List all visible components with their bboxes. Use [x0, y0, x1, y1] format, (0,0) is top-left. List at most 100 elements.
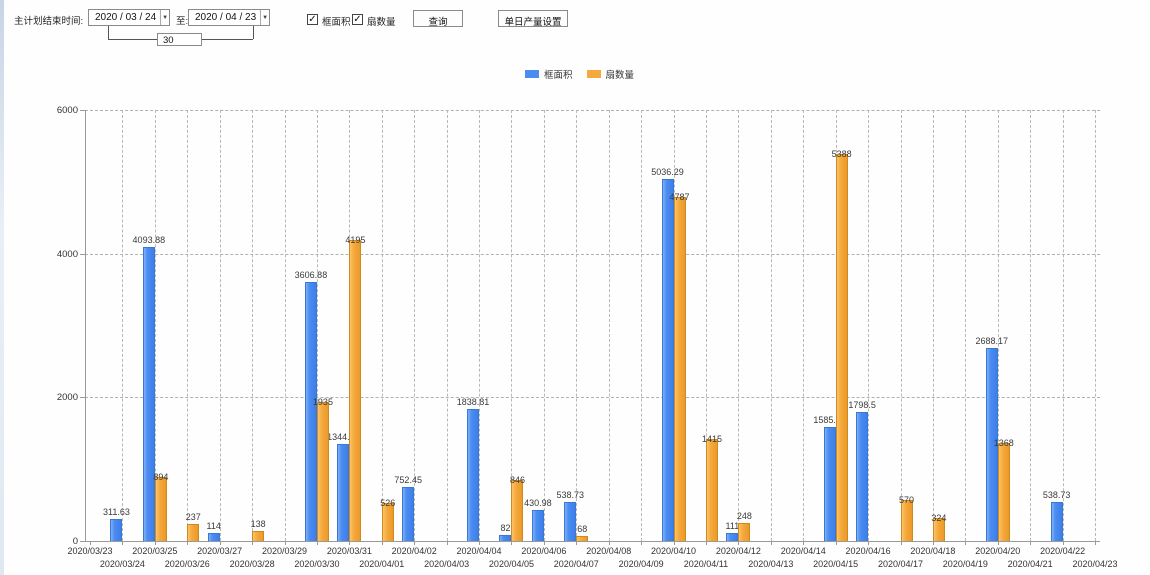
- y-gridline: [85, 253, 1100, 255]
- x-axis-tick: [479, 541, 481, 545]
- bar-value-label: 248: [736, 511, 752, 522]
- chevron-down-icon[interactable]: ▼: [160, 10, 169, 25]
- x-axis-tick: [965, 541, 967, 545]
- bar-frame-area: [467, 408, 480, 541]
- bar-fan-count: [673, 197, 686, 541]
- x-axis-date-label: 2020/04/21: [1007, 559, 1053, 569]
- x-gridline: [1062, 110, 1064, 541]
- x-axis-tick: [900, 541, 902, 545]
- x-gridline: [1095, 110, 1097, 541]
- x-axis-date-label: 2020/03/30: [294, 559, 340, 569]
- x-axis-tick: [673, 541, 675, 545]
- x-gridline: [608, 110, 610, 541]
- x-axis-tick: [316, 541, 318, 545]
- to-date-picker[interactable]: 2020 / 04 / 23 ▼: [188, 9, 270, 26]
- x-axis-tick: [1095, 541, 1097, 545]
- x-gridline: [1030, 110, 1032, 541]
- span-days-input[interactable]: 30: [157, 33, 202, 46]
- bar-value-label: 1798.5: [848, 399, 876, 410]
- x-axis-tick: [284, 541, 286, 545]
- bar-fan-count: [349, 239, 362, 541]
- bar-frame-area: [823, 427, 836, 541]
- bar-value-label: 324: [931, 512, 947, 523]
- connector-line: [108, 39, 157, 40]
- bar-fan-count: [187, 523, 200, 541]
- x-axis-tick: [446, 541, 448, 545]
- bar-value-label: 1415: [701, 434, 722, 445]
- bar-value-label: 846: [509, 475, 525, 486]
- x-gridline: [705, 110, 707, 541]
- legend-item-fan-count: 扇数量: [586, 67, 634, 81]
- frame-area-checkbox-label: 框面积: [322, 17, 351, 28]
- x-gridline: [641, 110, 643, 541]
- frame-area-checkbox[interactable]: ✓: [307, 14, 318, 25]
- x-axis-tick: [932, 541, 934, 545]
- bar-value-label: 1838.81: [456, 396, 490, 407]
- x-axis-date-label: 2020/04/22: [1040, 546, 1086, 556]
- y-axis-tick: [80, 541, 85, 542]
- y-axis-label: 6000: [56, 105, 78, 116]
- x-axis-tick: [219, 541, 221, 545]
- bar-value-label: 5388: [831, 148, 852, 159]
- x-axis-date-label: 2020/04/12: [715, 546, 761, 556]
- x-axis-date-label: 2020/04/06: [521, 546, 567, 556]
- x-gridline: [446, 110, 448, 541]
- x-axis-tick: [122, 541, 124, 545]
- bar-value-label: 4787: [669, 192, 690, 203]
- x-axis-tick: [187, 541, 189, 545]
- chevron-down-icon[interactable]: ▼: [260, 10, 269, 25]
- window-left-edge: [0, 0, 4, 575]
- bar-value-label: 4195: [345, 234, 366, 245]
- y-axis-tick: [80, 397, 85, 399]
- x-axis-date-label: 2020/04/07: [553, 559, 599, 569]
- x-axis-date-label: 2020/03/25: [132, 546, 178, 556]
- bar-value-label: 138: [250, 519, 266, 530]
- x-axis-tick: [252, 541, 254, 545]
- from-date-value: 2020 / 03 / 24: [95, 12, 157, 23]
- x-axis-tick: [868, 541, 870, 545]
- bar-fan-count: [511, 480, 524, 541]
- fan-count-checkbox[interactable]: ✓: [352, 14, 363, 25]
- x-axis-date-label: 2020/04/09: [618, 559, 664, 569]
- x-axis-tick: [511, 541, 513, 545]
- x-gridline: [738, 110, 740, 541]
- legend-label: 框面积: [544, 70, 573, 81]
- bar-frame-area: [661, 179, 674, 541]
- bar-value-label: 111: [725, 521, 740, 532]
- bar-value-label: 237: [185, 511, 201, 522]
- bar-value-label: 3606.88: [294, 269, 328, 280]
- y-axis-tick: [80, 253, 85, 255]
- bar-frame-area: [142, 246, 155, 541]
- bar-frame-area: [856, 411, 869, 541]
- x-axis-date-label: 2020/04/17: [877, 559, 924, 569]
- from-date-picker[interactable]: 2020 / 03 / 24 ▼: [88, 9, 170, 26]
- bar-value-label: 4093.88: [132, 234, 166, 245]
- x-axis-date-label: 2020/03/24: [99, 559, 145, 569]
- bar-fan-count: [932, 517, 945, 541]
- daily-output-settings-button[interactable]: 单日产量设置: [498, 10, 568, 28]
- connector-line: [202, 39, 253, 40]
- bar-fan-count: [705, 439, 718, 541]
- x-axis-date-label: 2020/04/03: [424, 559, 470, 569]
- x-axis: [85, 541, 1100, 542]
- bar-frame-area: [337, 444, 350, 541]
- y-gridline: [85, 110, 1100, 111]
- bar-frame-area: [110, 518, 123, 541]
- bar-frame-area: [499, 535, 512, 541]
- bar-fan-count: [316, 402, 329, 541]
- x-gridline: [414, 110, 416, 541]
- bar-frame-area: [985, 347, 998, 541]
- x-axis-date-label: 2020/03/28: [229, 559, 275, 569]
- y-gridline: [85, 397, 1100, 399]
- to-date-value: 2020 / 04 / 23: [195, 12, 257, 23]
- x-axis-tick: [835, 541, 837, 545]
- bar-value-label: 68: [577, 524, 588, 535]
- x-axis-tick: [705, 541, 707, 545]
- x-axis-date-label: 2020/03/27: [197, 546, 243, 556]
- x-gridline: [187, 110, 189, 541]
- query-button[interactable]: 查询: [413, 10, 463, 28]
- connector-line: [253, 26, 254, 39]
- x-axis-date-label: 2020/04/16: [845, 546, 891, 556]
- x-axis-tick: [803, 541, 805, 545]
